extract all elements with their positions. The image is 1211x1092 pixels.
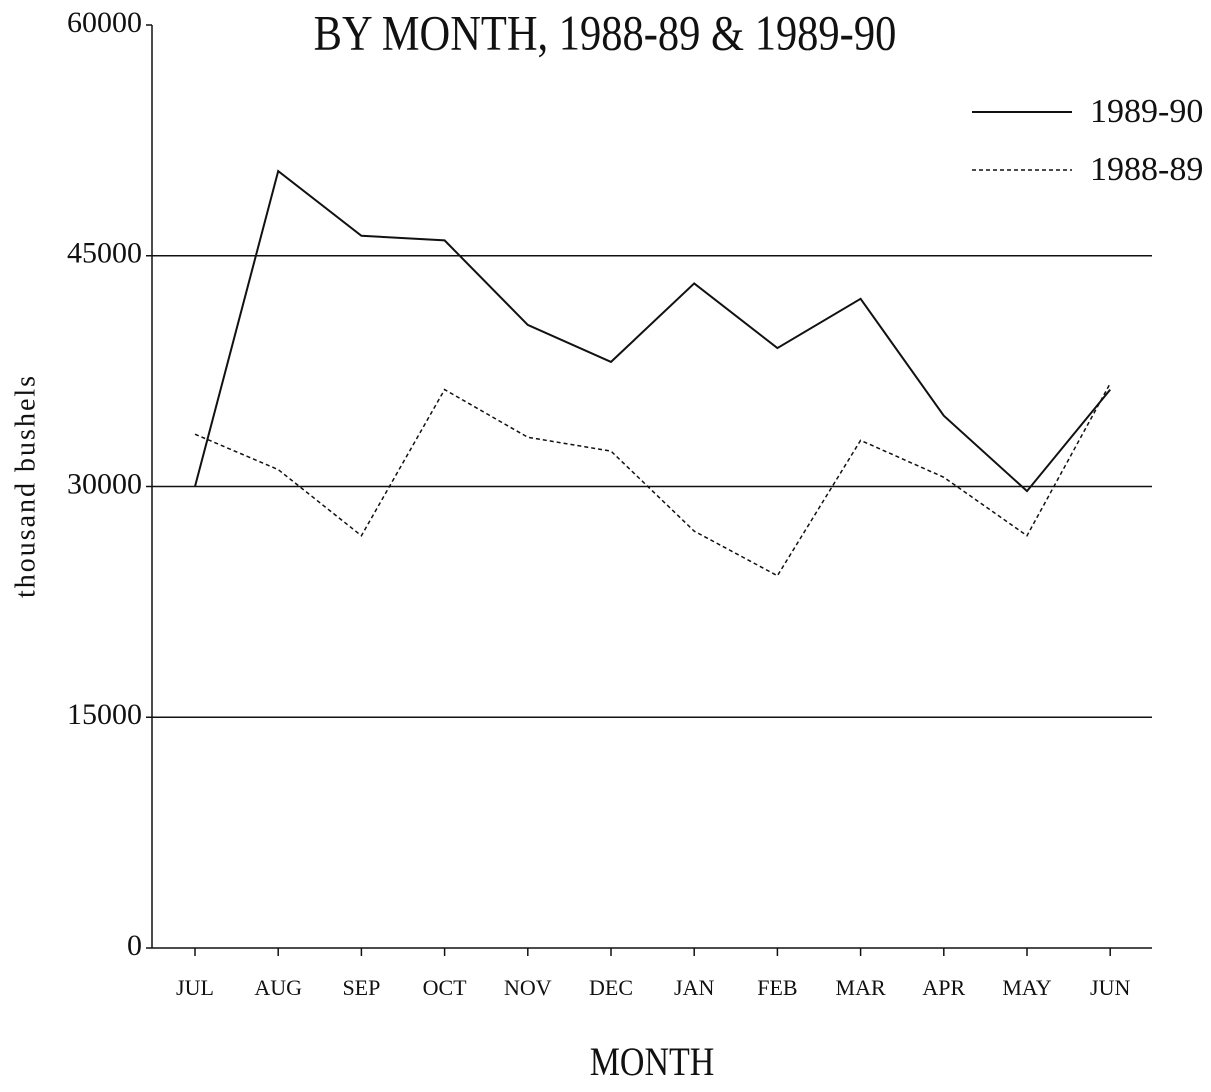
y-axis-label: thousand bushels — [10, 374, 41, 598]
y-tick-label: 60000 — [67, 6, 142, 39]
chart-title: BY MONTH, 1988-89 & 1989-90 — [314, 6, 897, 61]
y-tick-label: 0 — [127, 929, 142, 962]
line-series — [194, 169, 1111, 493]
legend-label: 1988-89 — [1090, 151, 1203, 188]
x-tick-label: JUN — [1090, 975, 1130, 1000]
legend-label: 1989-90 — [1090, 93, 1203, 130]
x-tick-label: OCT — [423, 975, 468, 1000]
x-tick-label: NOV — [504, 975, 552, 1000]
x-tick-label: MAY — [1002, 975, 1051, 1000]
x-tick-label: APR — [922, 975, 965, 1000]
x-tick-label: MAR — [836, 975, 886, 1000]
x-tick-label: JUL — [176, 975, 214, 1000]
y-tick-label: 45000 — [67, 237, 142, 270]
line-series — [194, 383, 1111, 577]
x-tick-label: SEP — [342, 975, 380, 1000]
x-tick-label: AUG — [254, 975, 302, 1000]
y-tick-label: 15000 — [67, 698, 142, 731]
x-axis-label: MONTH — [590, 1041, 715, 1085]
y-tick-label: 30000 — [67, 467, 142, 500]
x-tick-label: DEC — [589, 975, 633, 1000]
x-tick-label: FEB — [757, 975, 797, 1000]
x-tick-label: JAN — [674, 975, 714, 1000]
